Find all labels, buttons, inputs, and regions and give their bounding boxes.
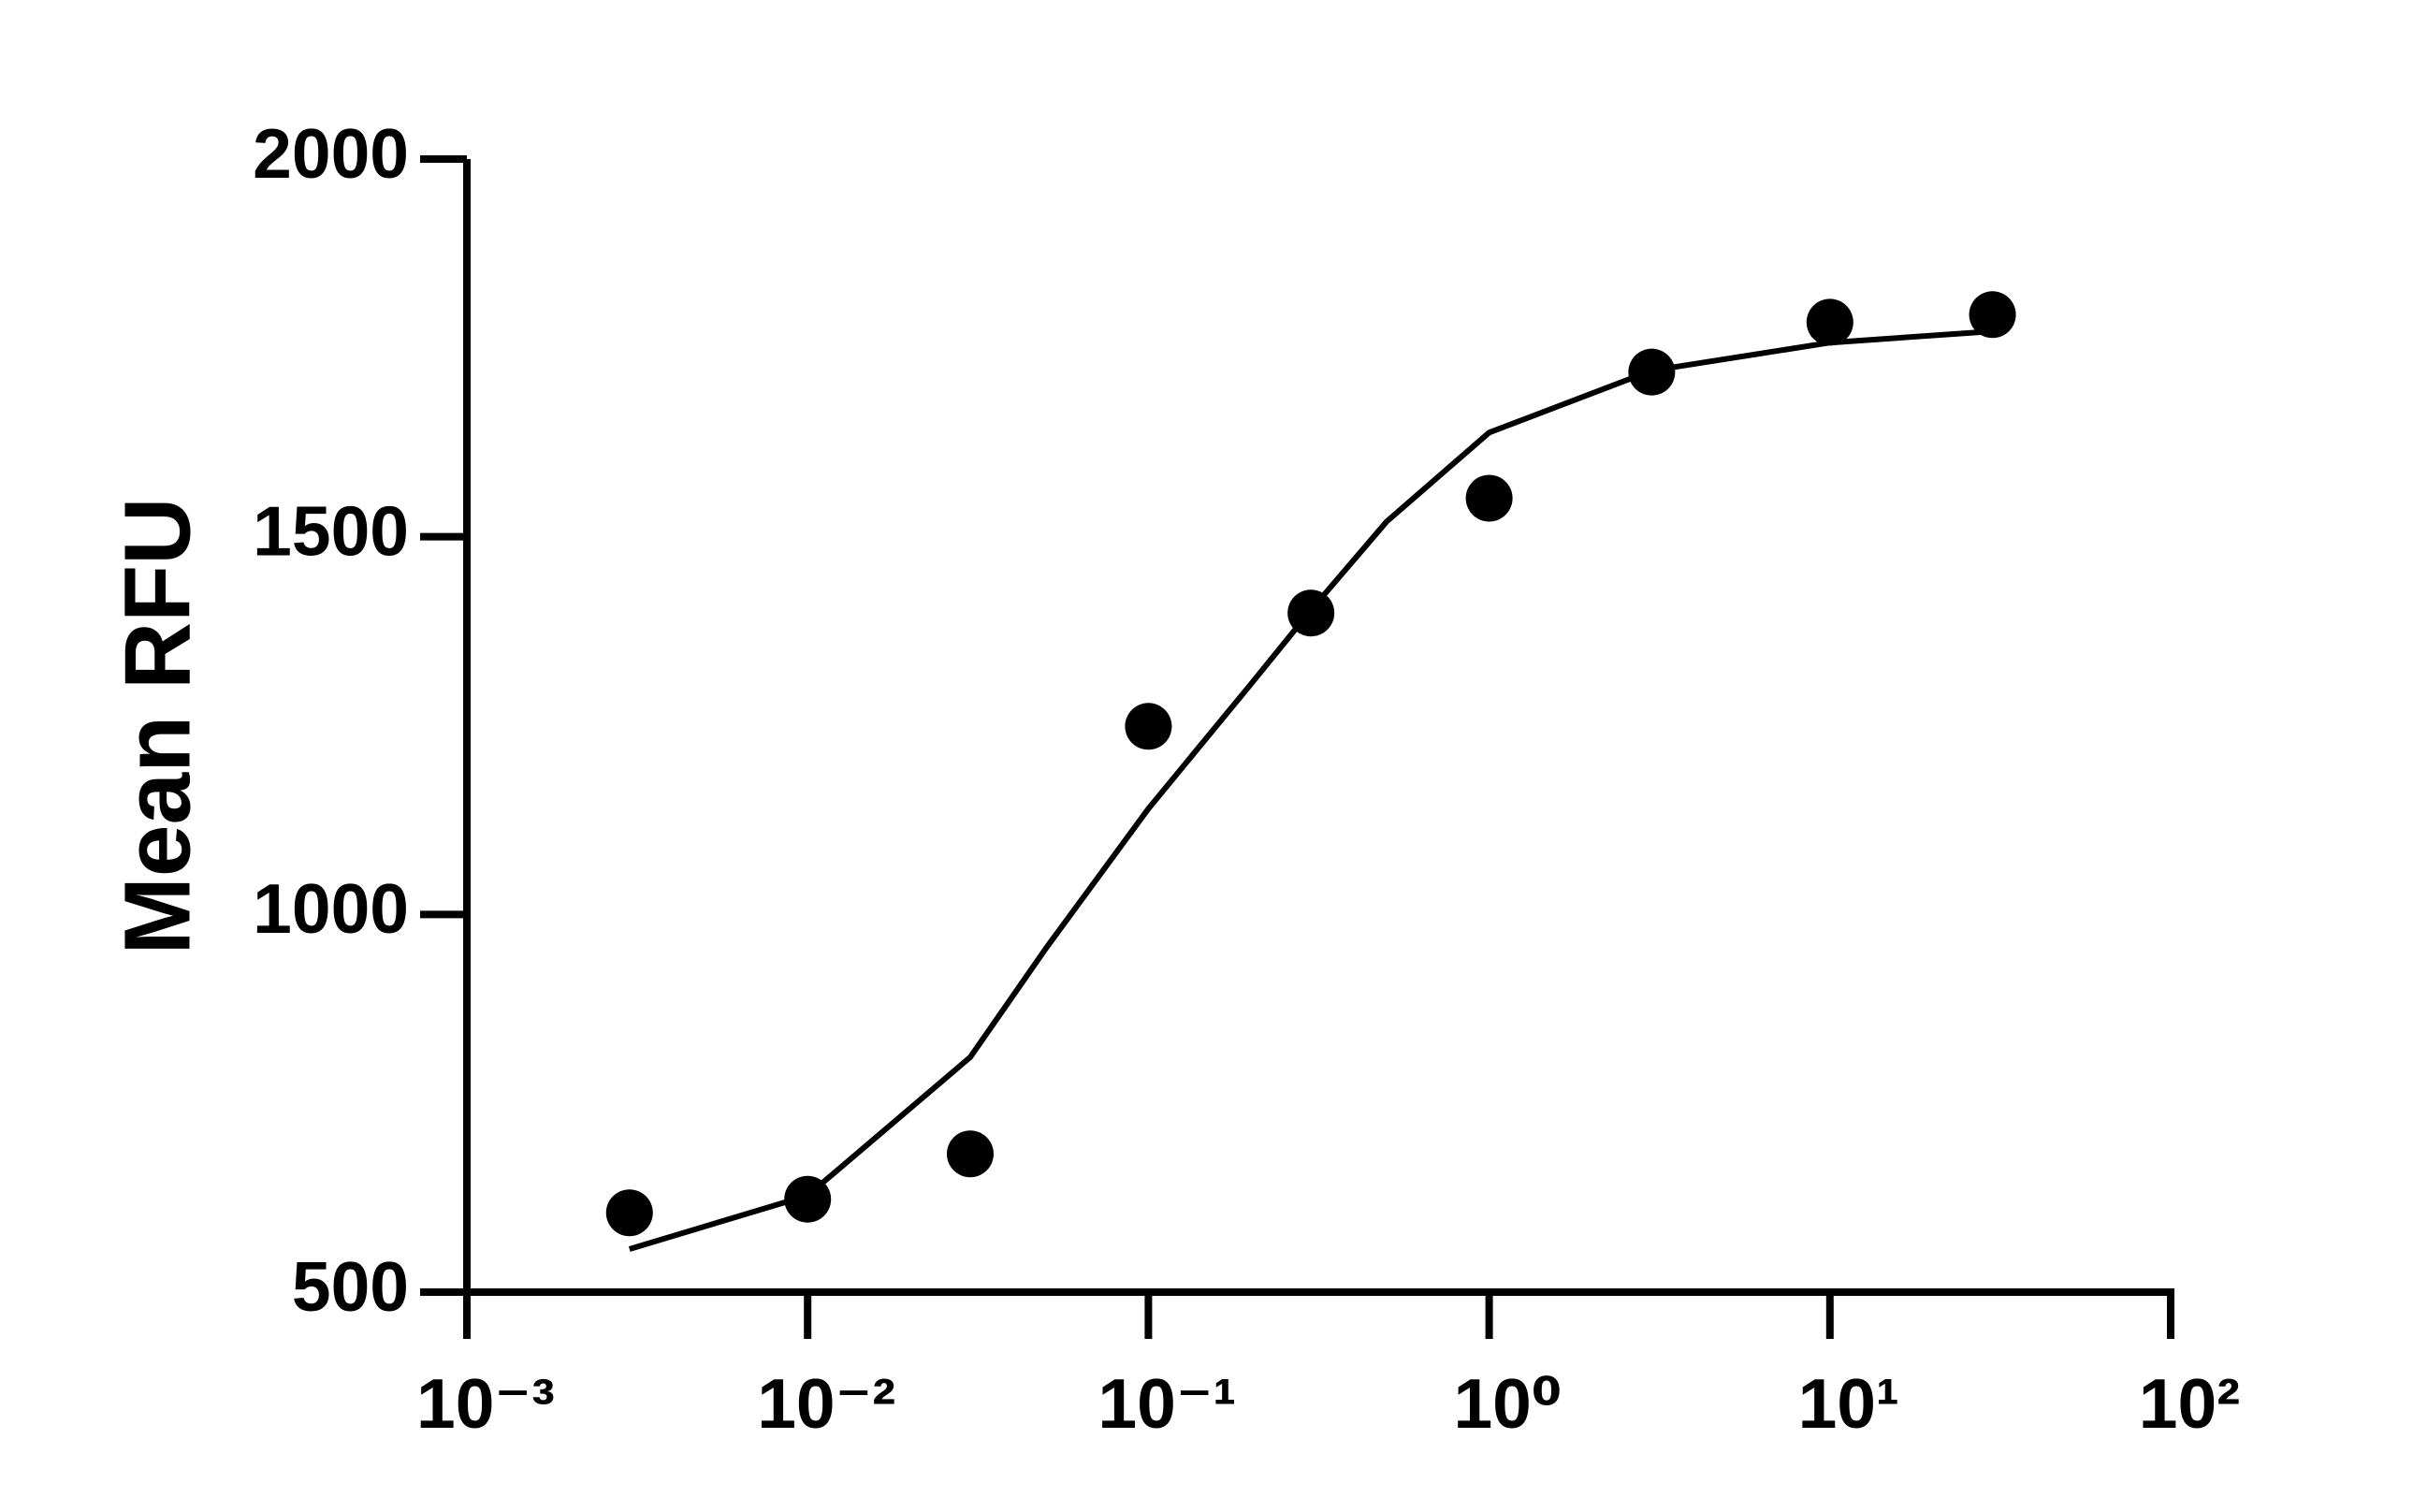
data-point (1287, 589, 1335, 637)
x-tick-label: 10² (2139, 1364, 2240, 1443)
data-point (1125, 703, 1172, 750)
data-point (784, 1175, 832, 1223)
data-point (605, 1189, 653, 1237)
y-axis-title: Mean RFU (105, 498, 210, 955)
x-tick-label: 10⁰ (1453, 1364, 1562, 1443)
data-point (1465, 474, 1513, 522)
fit-curve (628, 328, 1993, 1252)
data-point (1969, 291, 2016, 339)
data-point (946, 1130, 994, 1178)
x-tick-label: 10⁻² (757, 1364, 895, 1443)
x-tick-label: 10⁻³ (416, 1364, 555, 1443)
y-tick-label: 500 (292, 1247, 409, 1326)
y-tick-label: 1500 (253, 491, 409, 570)
x-tick-label: 10⁻¹ (1097, 1364, 1236, 1443)
data-point (1628, 348, 1676, 396)
data-point (1806, 298, 1853, 346)
y-tick-label: 2000 (253, 114, 409, 193)
x-tick-label: 10¹ (1798, 1364, 1899, 1443)
y-tick-label: 1000 (253, 869, 409, 948)
